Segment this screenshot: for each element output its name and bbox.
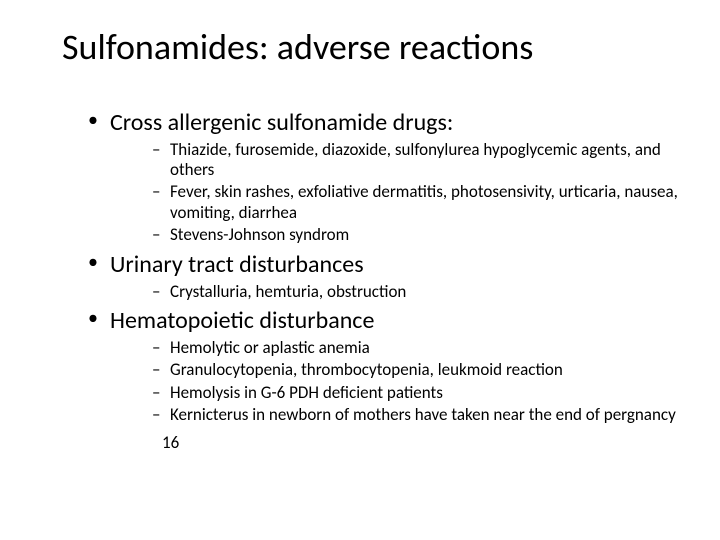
list-item: Hemolytic or aplastic anemia [152,338,680,358]
bullet-list-level2: Hemolytic or aplastic anemia Granulocyto… [110,338,680,426]
list-item: Fever, skin rashes, exfoliative dermatit… [152,182,680,223]
list-item-text: Granulocytopenia, thrombocytopenia, leuk… [170,359,563,380]
list-item: Kernicterus in newborn of mothers have t… [152,405,680,425]
list-item-text: Hemolysis in G-6 PDH deficient patients [170,382,443,403]
bullet-list-level2: Thiazide, furosemide, diazoxide, sulfony… [110,140,680,246]
list-item-label: Urinary tract disturbances [110,250,364,279]
bullet-list-level1: Cross allergenic sulfonamide drugs: Thia… [40,108,680,426]
list-item-text: Hemolytic or aplastic anemia [170,337,370,358]
list-item: Crystalluria, hemturia, obstruction [152,282,680,302]
list-item-label: Hematopoietic disturbance [110,306,374,335]
list-item-text: Thiazide, furosemide, diazoxide, sulfony… [170,139,661,180]
list-item: Thiazide, furosemide, diazoxide, sulfony… [152,140,680,181]
list-item-text: Stevens-Johnson syndrom [170,224,349,245]
list-item: Hematopoietic disturbance Hemolytic or a… [88,306,680,426]
list-item-text: Kernicterus in newborn of mothers have t… [170,404,676,425]
list-item-text: Crystalluria, hemturia, obstruction [170,281,406,302]
list-item: Hemolysis in G-6 PDH deficient patients [152,383,680,403]
slide-title: Sulfonamides: adverse reactions [62,28,680,68]
bullet-list-level2: Crystalluria, hemturia, obstruction [110,282,680,302]
slide: Sulfonamides: adverse reactions Cross al… [0,0,720,540]
list-item: Granulocytopenia, thrombocytopenia, leuk… [152,360,680,380]
list-item: Stevens-Johnson syndrom [152,225,680,245]
list-item: Cross allergenic sulfonamide drugs: Thia… [88,108,680,246]
page-number: 16 [162,432,680,453]
list-item-label: Cross allergenic sulfonamide drugs: [110,108,453,137]
list-item: Urinary tract disturbances Crystalluria,… [88,250,680,302]
list-item-text: Fever, skin rashes, exfoliative dermatit… [170,181,678,222]
